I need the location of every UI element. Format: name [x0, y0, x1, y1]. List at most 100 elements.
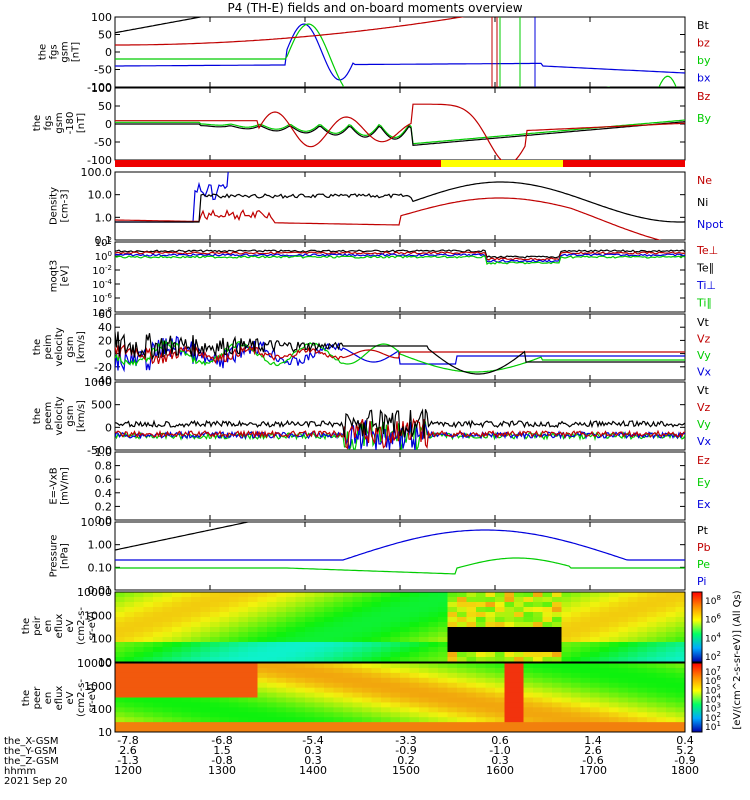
heatmap-cell [466, 727, 477, 733]
heatmap-cell [153, 642, 163, 648]
heatmap-cell [143, 637, 154, 643]
heatmap-cell [115, 607, 125, 613]
heatmap-cell [191, 607, 201, 613]
heatmap-cell [276, 642, 287, 648]
heatmap-cell [143, 687, 154, 694]
heatmap-cell [514, 632, 524, 638]
heatmap-cell [238, 622, 249, 628]
heatmap-cell [409, 632, 420, 638]
heatmap-cell [267, 652, 277, 658]
heatmap-cell [343, 682, 353, 689]
heatmap-cell [590, 682, 600, 689]
heatmap-cell [675, 697, 686, 703]
heatmap-cell [628, 622, 638, 628]
y-tick-label: 1000 [84, 609, 112, 622]
heatmap-cell [590, 592, 600, 598]
heatmap-cell [609, 677, 619, 684]
heatmap-cell [390, 682, 401, 689]
heatmap-cell [647, 717, 657, 723]
heatmap-cell [238, 717, 249, 723]
heatmap-cell [571, 717, 581, 723]
heatmap-cell [447, 632, 458, 638]
heatmap-cell [115, 682, 125, 689]
heatmap-cell [181, 702, 192, 708]
heatmap-cell [466, 707, 477, 713]
heatmap-cell [400, 697, 410, 703]
heatmap-cell [485, 692, 496, 698]
heatmap-cell [656, 597, 667, 603]
heatmap-cell [276, 667, 287, 674]
heatmap-cell [523, 722, 534, 728]
colorbar [691, 591, 703, 663]
heatmap-cell [533, 602, 543, 608]
heatmap-cell [314, 602, 325, 608]
heatmap-cell [371, 592, 382, 598]
xaxis-row-label: the_X-GSM [4, 736, 58, 747]
heatmap-cell [210, 657, 220, 663]
heatmap-cell [495, 612, 505, 618]
heatmap-cell [666, 677, 676, 684]
heatmap-cell [542, 602, 553, 608]
heatmap-cell [362, 627, 372, 633]
heatmap-cell [286, 712, 296, 718]
heatmap-cell [552, 692, 562, 698]
heatmap-cell [419, 632, 429, 638]
heatmap-cell [257, 637, 268, 643]
heatmap-cell [143, 597, 154, 603]
heatmap-cell [257, 652, 268, 658]
heatmap-cell [438, 632, 448, 638]
heatmap-cell [561, 672, 572, 679]
heatmap-cell [438, 622, 448, 628]
heatmap-cell [314, 702, 325, 708]
series-temp-0 [115, 249, 685, 259]
heatmap-cell [286, 663, 296, 669]
heatmap-cell [666, 592, 676, 598]
heatmap-cell [200, 667, 211, 674]
heatmap-cell [200, 652, 211, 658]
heatmap-cell [666, 642, 676, 648]
legend-Bz: Bz [697, 90, 711, 103]
heatmap-cell [124, 663, 135, 669]
heatmap-cell [609, 702, 619, 708]
heatmap-cell [229, 637, 239, 643]
heatmap-cell [200, 727, 211, 733]
heatmap-cell [656, 702, 667, 708]
heatmap-cell [200, 657, 211, 663]
heatmap-cell [419, 592, 429, 598]
xaxis-value: 0.6 [491, 734, 509, 747]
heatmap-cell [637, 652, 648, 658]
heatmap-cell [552, 717, 562, 723]
heatmap-cell [362, 657, 372, 663]
legend-By: By [697, 112, 712, 125]
heatmap-cell [115, 687, 125, 694]
y-tick-label: 100 [95, 250, 112, 263]
heatmap-cell [352, 617, 363, 623]
heatmap-cell [210, 702, 220, 708]
heatmap-cell [495, 597, 505, 603]
y-axis-label: velocity [54, 396, 65, 435]
heatmap-cell [286, 682, 296, 689]
heatmap-cell [571, 663, 581, 669]
heatmap-cell [466, 687, 477, 694]
heatmap-cell [124, 637, 135, 643]
heatmap-cell [476, 692, 486, 698]
heatmap-cell [295, 677, 306, 684]
heatmap-cell [656, 682, 667, 689]
heatmap-cell [381, 717, 391, 723]
heatmap-cell [333, 612, 344, 618]
heatmap-cell [599, 682, 610, 689]
legend-Ey: Ey [697, 476, 711, 489]
legend-Vz: Vz [697, 333, 711, 346]
heatmap-cell [476, 632, 486, 638]
heatmap-cell [381, 622, 391, 628]
heatmap-cell [267, 707, 277, 713]
heatmap-cell [514, 642, 524, 648]
heatmap-cell [333, 657, 344, 663]
heatmap-cell [675, 642, 686, 648]
heatmap-cell [409, 663, 420, 669]
heatmap-cell [229, 672, 239, 679]
heatmap-cell [400, 667, 410, 674]
heatmap-cell [438, 712, 448, 718]
y-tick-label: 10000 [77, 586, 112, 599]
y-tick-label: 1.0 [95, 211, 113, 224]
